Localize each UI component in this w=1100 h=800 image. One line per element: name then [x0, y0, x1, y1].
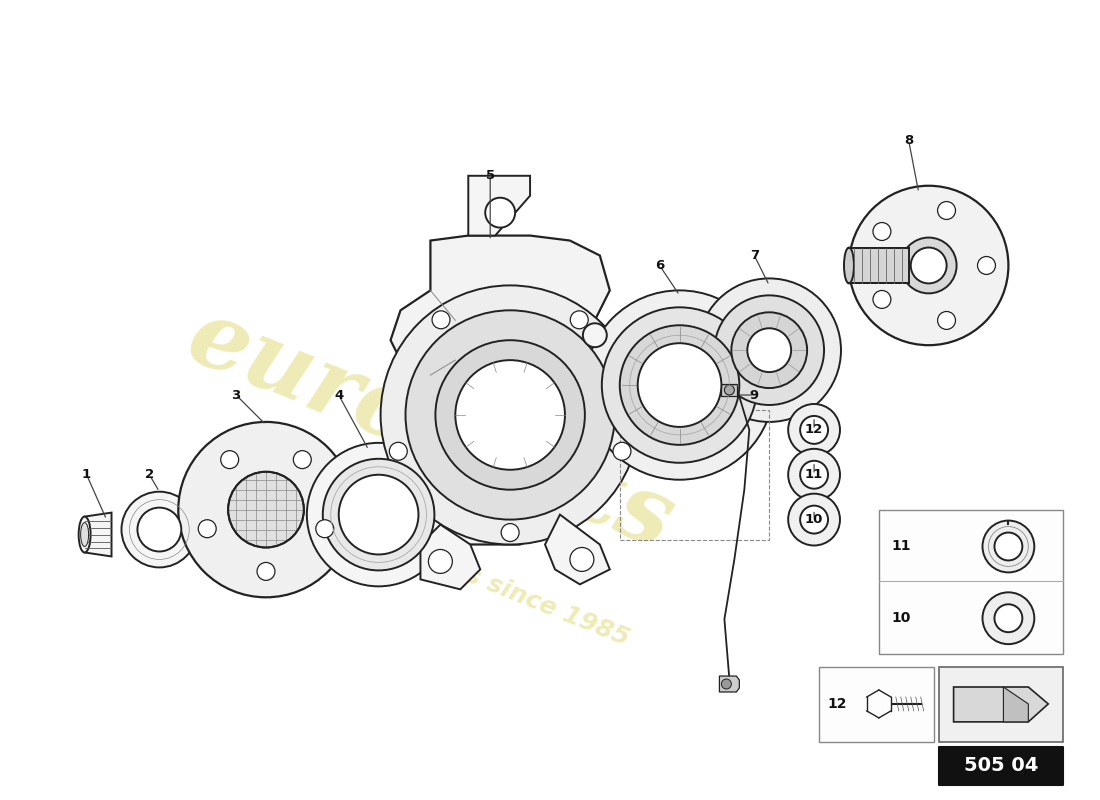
Circle shape [722, 679, 732, 689]
Text: europarts: europarts [175, 291, 686, 568]
Circle shape [455, 360, 565, 470]
Circle shape [307, 443, 450, 586]
Text: 505 04: 505 04 [964, 756, 1038, 775]
Text: 4: 4 [334, 389, 343, 402]
Circle shape [937, 311, 956, 330]
Circle shape [121, 492, 197, 567]
Polygon shape [544, 514, 609, 584]
Bar [938, 746, 1064, 785]
Polygon shape [954, 687, 1048, 722]
Circle shape [873, 222, 891, 241]
Circle shape [613, 442, 631, 460]
Circle shape [178, 422, 354, 598]
Text: 7: 7 [750, 249, 759, 262]
Circle shape [725, 385, 735, 395]
Polygon shape [420, 525, 481, 590]
Circle shape [294, 450, 311, 469]
Circle shape [697, 278, 842, 422]
Circle shape [732, 312, 807, 388]
Circle shape [800, 416, 828, 444]
Circle shape [800, 506, 828, 534]
Text: 6: 6 [654, 259, 664, 272]
Circle shape [789, 404, 840, 456]
Polygon shape [722, 384, 737, 396]
Circle shape [585, 290, 774, 480]
Text: 8: 8 [904, 134, 913, 147]
Bar [619, 410, 769, 539]
Circle shape [994, 533, 1022, 561]
Text: a passion for parts since 1985: a passion for parts since 1985 [229, 469, 632, 650]
Circle shape [789, 449, 840, 501]
Circle shape [583, 323, 607, 347]
Polygon shape [469, 176, 530, 235]
Circle shape [257, 562, 275, 580]
Circle shape [982, 521, 1034, 572]
Text: 10: 10 [805, 513, 823, 526]
Ellipse shape [844, 247, 854, 283]
Circle shape [602, 307, 757, 462]
Text: 11: 11 [891, 539, 911, 554]
Circle shape [619, 326, 739, 445]
Text: 11: 11 [805, 468, 823, 482]
Circle shape [432, 311, 450, 329]
Circle shape [322, 458, 434, 570]
Circle shape [406, 310, 615, 519]
Text: 12: 12 [827, 697, 847, 711]
Circle shape [911, 247, 947, 283]
Text: 9: 9 [750, 389, 759, 402]
Circle shape [994, 604, 1022, 632]
Circle shape [381, 286, 640, 545]
Circle shape [789, 494, 840, 546]
Text: 10: 10 [891, 611, 911, 626]
Bar [820, 667, 934, 742]
Circle shape [138, 508, 182, 551]
Polygon shape [390, 235, 640, 545]
Circle shape [642, 365, 662, 385]
Circle shape [221, 450, 239, 469]
Circle shape [228, 472, 304, 547]
Circle shape [978, 257, 996, 274]
Text: 12: 12 [805, 423, 823, 436]
Circle shape [389, 442, 407, 460]
Circle shape [485, 198, 515, 228]
Circle shape [982, 592, 1034, 644]
Circle shape [714, 295, 824, 405]
Polygon shape [1003, 687, 1028, 722]
Circle shape [873, 290, 891, 309]
Circle shape [570, 547, 594, 571]
Text: 1: 1 [82, 468, 91, 482]
Circle shape [570, 311, 589, 329]
Circle shape [937, 202, 956, 219]
Circle shape [436, 340, 585, 490]
Circle shape [638, 343, 722, 427]
Bar [938, 667, 1064, 742]
Circle shape [339, 474, 418, 554]
Text: 3: 3 [231, 389, 241, 402]
Circle shape [316, 520, 333, 538]
Ellipse shape [80, 522, 89, 546]
Circle shape [502, 523, 519, 542]
Circle shape [428, 550, 452, 574]
Circle shape [800, 461, 828, 489]
Ellipse shape [78, 517, 90, 553]
Circle shape [849, 186, 1009, 345]
Text: 2: 2 [145, 468, 154, 482]
Polygon shape [85, 513, 111, 557]
Circle shape [901, 238, 957, 294]
Circle shape [198, 520, 217, 538]
Polygon shape [625, 355, 674, 395]
Circle shape [747, 328, 791, 372]
Bar [879, 510, 1064, 654]
Polygon shape [719, 676, 739, 692]
Text: 5: 5 [485, 170, 495, 182]
Polygon shape [849, 247, 909, 283]
